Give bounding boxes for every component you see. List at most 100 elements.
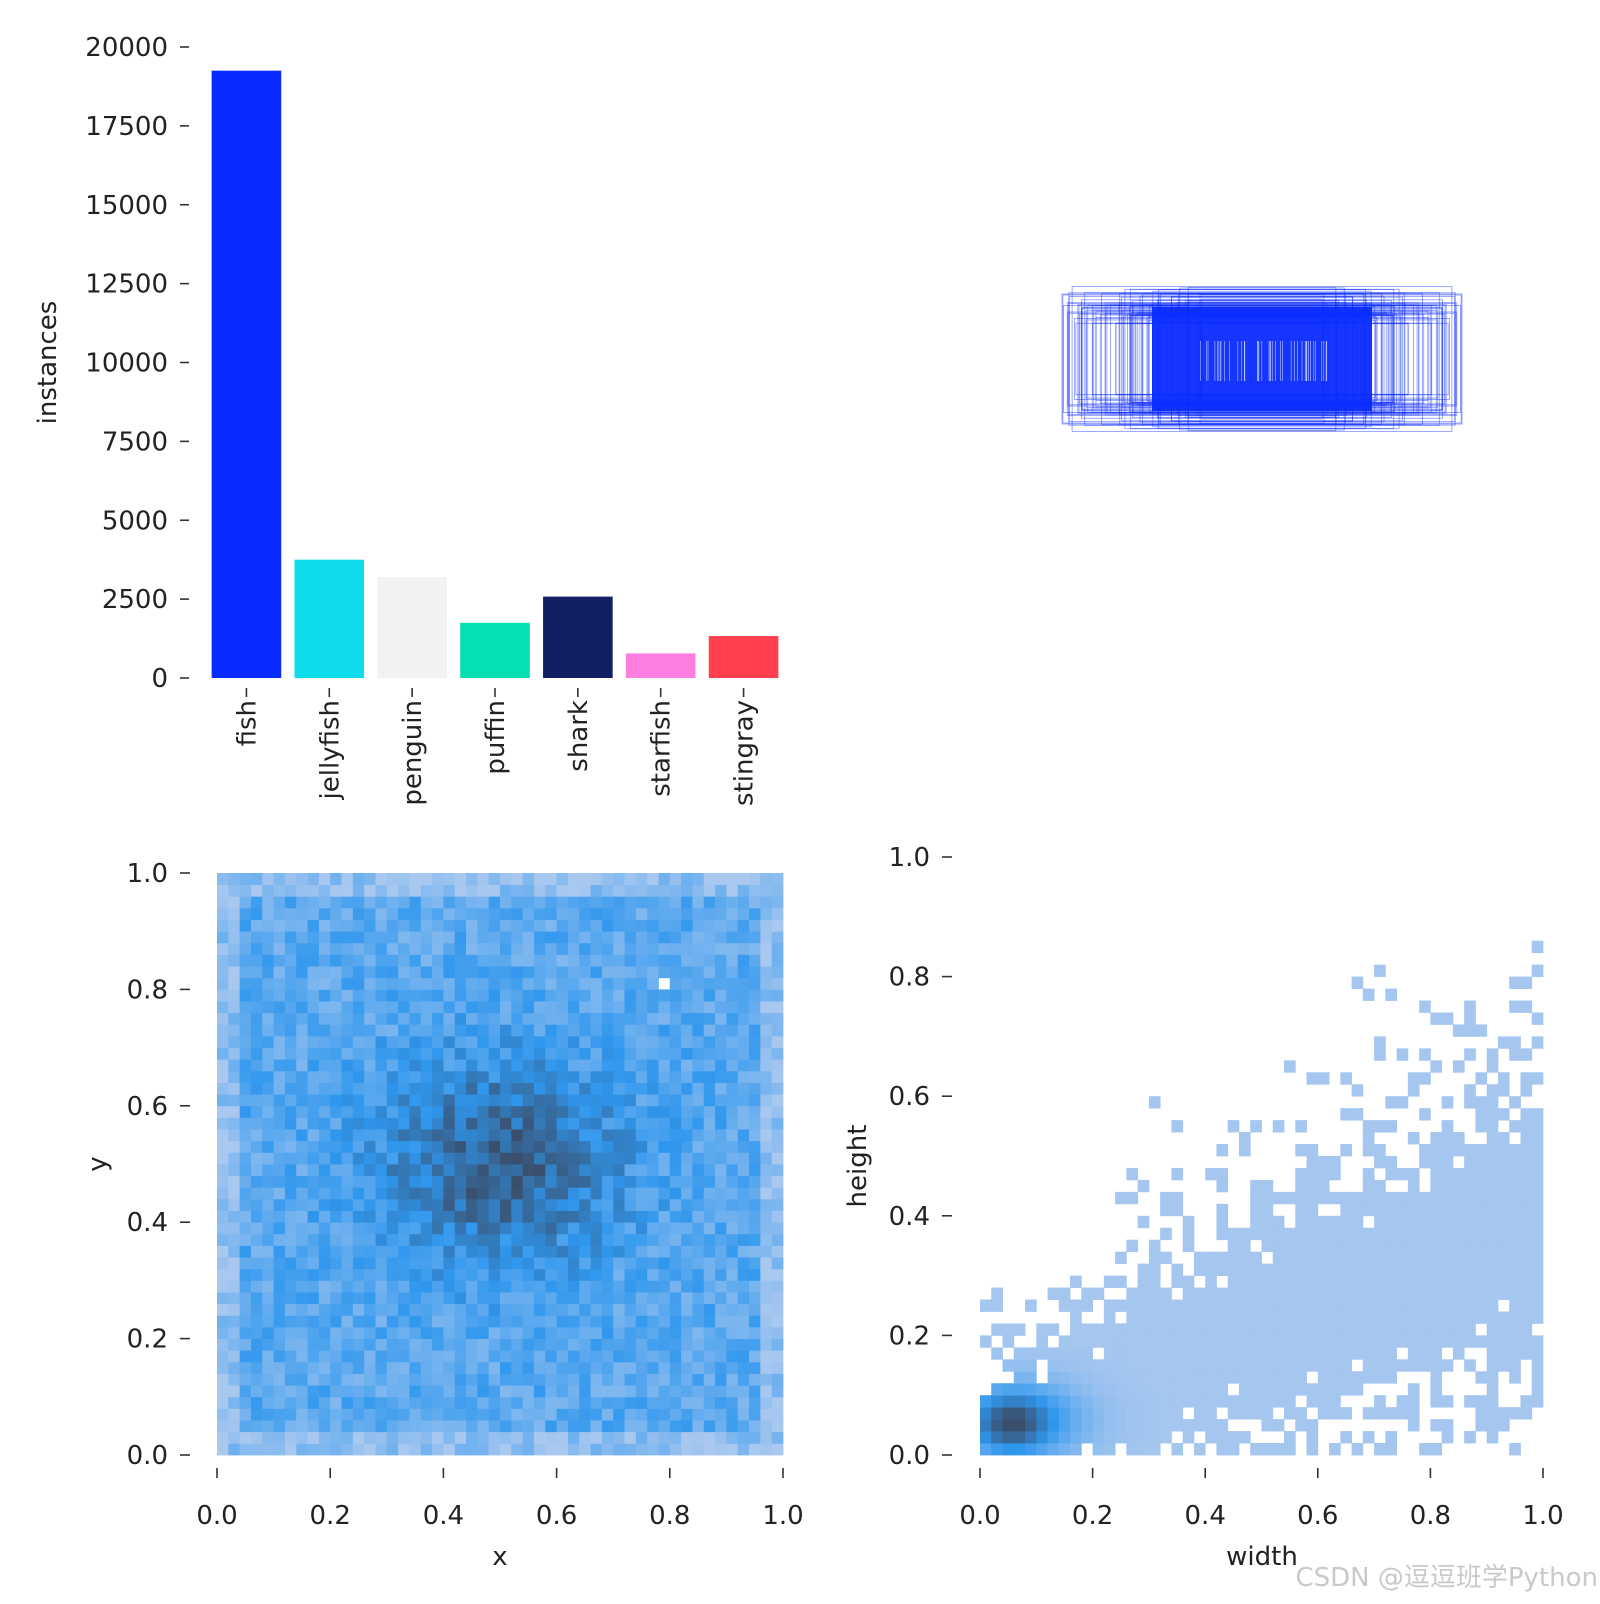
xy-cell [749,1024,761,1037]
wh-cell [1205,1359,1217,1372]
xy-cell [715,1222,727,1235]
xy-cell [307,1361,320,1374]
wh-cell [1351,1299,1364,1312]
wh-cell [1407,1227,1420,1241]
xy-cell [567,966,580,979]
xy-cell [726,1257,739,1270]
xy-cell [364,919,376,932]
xy-cell [556,1280,569,1293]
xy-cell [658,989,671,1002]
wh-cell [1238,1323,1251,1336]
xy-cell [749,1420,761,1433]
xy-cell [590,1350,603,1363]
xy-cell [556,1326,569,1339]
xy-cell [635,1152,648,1165]
wh-cell [1486,1419,1499,1432]
xy-cell [658,1315,671,1328]
xy-cell [522,1315,535,1328]
wh-cell [1081,1299,1093,1312]
wh-cell [1430,1239,1443,1253]
xy-cell [398,884,410,897]
wh-cell [1025,1395,1037,1408]
xy-cell [398,1140,410,1153]
xy-cell [522,1164,535,1177]
wh-cell [1171,1407,1184,1420]
xy-cell [681,919,693,932]
xy-cell [420,1070,433,1083]
xy-cell [601,919,614,932]
xy-cell [590,1129,603,1142]
wh-cell [1385,1335,1398,1348]
xy-cell [375,873,388,886]
xy-cell [522,1268,535,1281]
wh-cell [1396,1299,1409,1312]
xy-cell [771,1420,784,1433]
xy-cell [556,1315,569,1328]
wh-cell [1047,1287,1060,1300]
xy-cell [579,1396,591,1409]
wh-cell [1182,1395,1195,1408]
xy-cell [330,954,342,967]
wh-cell [1126,1419,1139,1432]
wh-cell [1137,1215,1150,1229]
wh-cell [1205,1299,1217,1312]
xy-cell [511,1443,524,1456]
xy-cell [647,1350,659,1363]
xy-cell [307,919,320,932]
xy-cell [647,942,659,955]
xy-cell [420,873,433,886]
xy-cell [386,1268,399,1281]
xy-cell [364,1292,376,1305]
xy-cell [658,1222,671,1235]
wh-cell [980,1407,992,1420]
xy-cell [420,1257,433,1270]
xy-cell [624,1117,637,1130]
wh-cell [1070,1407,1082,1420]
xy-cell [307,1431,320,1444]
xy-cell [613,1059,625,1072]
xy-cell [760,1035,773,1048]
xy-cell [567,1257,580,1270]
xy-cell [533,1001,546,1014]
xy-cell [522,1280,535,1293]
xy-cell [771,1257,784,1270]
xy-cell [228,1373,241,1386]
xy-cell [669,1373,682,1386]
wh-cell [1261,1395,1274,1408]
wh-cell [1058,1347,1071,1360]
xy-cell [364,1105,376,1118]
xy-cell [669,977,682,990]
xy-cell [647,1361,659,1374]
xy-cell [341,1117,354,1130]
xy-cell [613,1385,625,1398]
wh-cell [1520,1132,1533,1145]
wh-cell [1531,1036,1544,1049]
xy-cell [398,1105,410,1118]
xy-cell [703,1385,716,1398]
xy-cell [601,1175,614,1188]
xy-cell [601,896,614,909]
xy-cell [500,1164,512,1177]
xy-cell [533,1431,546,1444]
xy-cell [318,1129,331,1142]
xy-cell [511,1315,524,1328]
xy-cell [454,1105,467,1118]
wh-cell [1126,1431,1139,1444]
xy-cell [500,919,512,932]
xy-cell [375,1408,388,1421]
xy-cell [556,942,569,955]
wh-cell [1171,1191,1184,1205]
xy-cell [432,1152,444,1165]
box-outline [1091,305,1433,413]
xy-cell [522,1350,535,1363]
xy-cell [454,1094,467,1107]
xy-cell [500,1105,512,1118]
xy-cell [567,1140,580,1153]
xy-cell [398,1164,410,1177]
wh-cell [1193,1347,1206,1360]
wh-cell [1340,1108,1352,1121]
wh-cell [1464,1156,1476,1169]
xy-cell [250,1292,263,1305]
xy-cell [635,907,648,920]
xy-cell [488,1117,501,1130]
